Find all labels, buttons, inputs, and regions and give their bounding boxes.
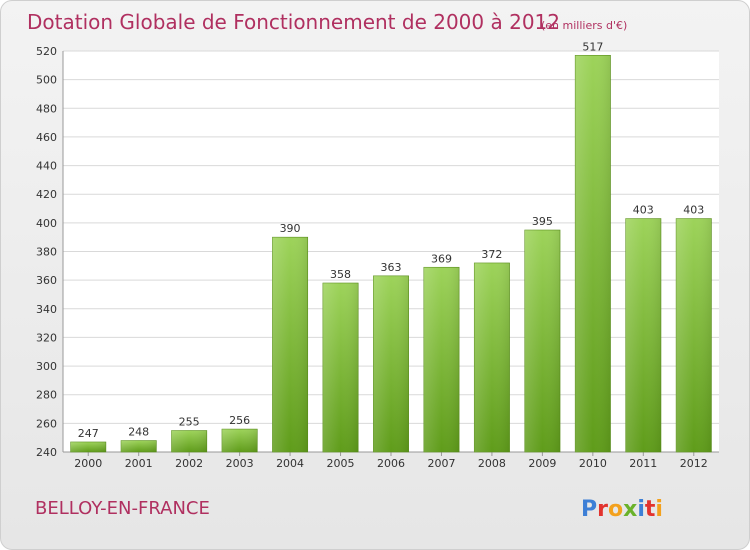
data-label: 363 (381, 261, 402, 274)
x-tick-label: 2004 (276, 457, 304, 470)
bar-shade (474, 262, 510, 452)
y-tick-label: 500 (36, 74, 57, 87)
y-tick-label: 440 (36, 160, 57, 173)
x-tick-label: 2011 (629, 457, 657, 470)
data-label: 358 (330, 268, 351, 281)
data-label: 256 (229, 414, 250, 427)
data-label: 248 (128, 426, 149, 439)
y-tick-label: 360 (36, 274, 57, 287)
data-label: 247 (78, 427, 99, 440)
y-tick-label: 520 (36, 45, 57, 58)
bar-shade (575, 55, 611, 453)
y-tick-label: 340 (36, 303, 57, 316)
bar-shade (322, 283, 359, 452)
data-label: 255 (179, 416, 200, 429)
x-tick-label: 2003 (226, 457, 254, 470)
data-label: 403 (633, 204, 654, 217)
y-tick-label: 380 (36, 246, 57, 259)
data-label: 517 (582, 40, 603, 53)
y-tick-label: 480 (36, 102, 57, 115)
bar-shade (121, 440, 157, 452)
data-label: 372 (481, 248, 502, 261)
logo-wordmark: Proxiti (581, 497, 663, 522)
bar-shade (70, 441, 106, 452)
proxiti-logo: Proxiti (581, 497, 663, 522)
data-label: 390 (280, 222, 301, 235)
y-tick-label: 240 (36, 446, 57, 459)
x-tick-label: 2009 (528, 457, 556, 470)
y-tick-label: 400 (36, 217, 57, 230)
data-label: 395 (532, 215, 553, 228)
bar-shade (423, 267, 460, 452)
y-tick-label: 320 (36, 331, 57, 344)
y-tick-label: 280 (36, 389, 57, 402)
y-tick-label: 460 (36, 131, 57, 144)
bar-shade (373, 275, 409, 452)
chart-subtitle: (en milliers d'€) (541, 19, 627, 32)
bar-shade (272, 237, 308, 452)
x-tick-label: 2005 (327, 457, 355, 470)
x-tick-label: 2010 (579, 457, 607, 470)
y-tick-label: 260 (36, 417, 57, 430)
x-tick-label: 2008 (478, 457, 506, 470)
x-tick-label: 2012 (680, 457, 708, 470)
x-tick-label: 2000 (74, 457, 102, 470)
bar-shade (171, 430, 207, 452)
x-tick-label: 2006 (377, 457, 405, 470)
bar-shade (524, 230, 561, 452)
chart-title: Dotation Globale de Fonctionnement de 20… (27, 10, 560, 34)
bar-shade (676, 218, 712, 452)
x-tick-label: 2007 (427, 457, 455, 470)
data-label: 403 (683, 204, 704, 217)
x-tick-label: 2001 (125, 457, 153, 470)
x-tick-label: 2002 (175, 457, 203, 470)
bar-shade (221, 429, 258, 452)
town-name: BELLOY-EN-FRANCE (35, 498, 210, 519)
bar-shade (625, 218, 661, 452)
bars: 247 248 255 256 390 358 363 369 372 395 517 403 403 (70, 40, 712, 453)
data-label: 369 (431, 252, 452, 265)
y-tick-label: 420 (36, 188, 57, 201)
y-tick-label: 300 (36, 360, 57, 373)
